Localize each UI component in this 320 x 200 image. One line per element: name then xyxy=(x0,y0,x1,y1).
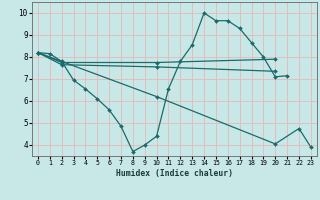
X-axis label: Humidex (Indice chaleur): Humidex (Indice chaleur) xyxy=(116,169,233,178)
